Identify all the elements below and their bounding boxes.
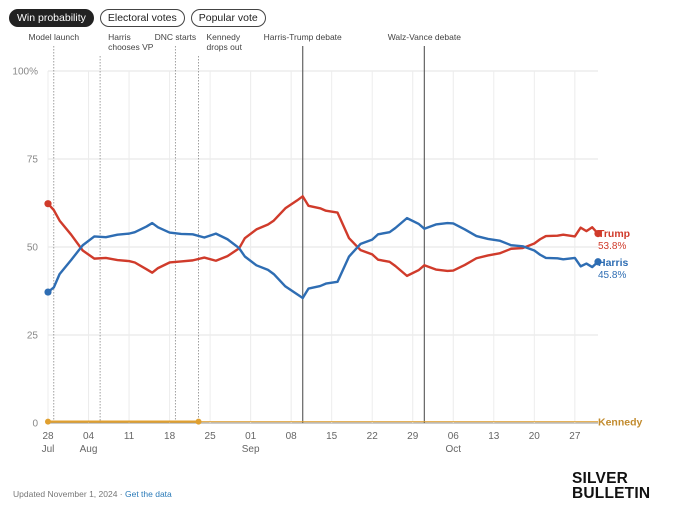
annotation-label: Walz-Vance debate <box>388 32 462 42</box>
tab-popular-vote[interactable]: Popular vote <box>190 9 266 27</box>
x-tick-label: 29 <box>407 431 419 442</box>
updated-text: Updated November 1, 2024 · <box>13 489 125 499</box>
x-tick-label: 18 <box>164 431 176 442</box>
annotation-label: Kennedy <box>207 32 241 42</box>
annotation-label: Model launch <box>29 32 80 42</box>
footer: Updated November 1, 2024 · Get the data <box>13 489 172 499</box>
x-tick-label: 15 <box>326 431 338 442</box>
logo-line-1: SILVER <box>572 470 629 487</box>
tab-electoral-votes[interactable]: Electoral votes <box>99 9 185 27</box>
annotation-label: chooses VP <box>108 42 154 52</box>
x-tick-label: 08 <box>286 431 298 442</box>
trump-label: Trump <box>598 228 630 240</box>
tab-win-probability[interactable]: Win probability <box>9 9 94 27</box>
x-tick-label: 25 <box>205 431 217 442</box>
x-tick-label: 28 <box>42 431 54 442</box>
chart-tabs: Win probability Electoral votes Popular … <box>9 9 266 27</box>
x-tick-label: 13 <box>488 431 500 442</box>
y-tick-label: 25 <box>27 331 39 342</box>
win-probability-chart: 0 25 50 75 100% 28 Jul 04 Aug 11 18 25 01 Sep 08 15 22 29… <box>12 32 643 455</box>
annotation-label: drops out <box>207 42 243 52</box>
x-tick-label: 06 <box>448 431 460 442</box>
get-data-link[interactable]: Get the data <box>124 489 172 499</box>
x-tick-sublabel: Aug <box>80 444 98 455</box>
x-tick-sublabel: Oct <box>445 444 461 455</box>
x-tick-label: 20 <box>529 431 541 442</box>
y-tick-label: 50 <box>27 243 39 254</box>
trump-line <box>46 195 600 278</box>
silver-bulletin-logo: SILVER BULLETIN <box>572 470 651 502</box>
kennedy-label: Kennedy <box>598 417 643 429</box>
harris-line <box>46 216 600 300</box>
logo-line-2: BULLETIN <box>572 485 651 502</box>
x-tick-label: 11 <box>124 431 135 442</box>
harris-label: Harris <box>598 257 629 269</box>
y-tick-label: 0 <box>32 419 38 430</box>
y-tick-label: 100% <box>12 67 38 78</box>
trump-start-marker <box>44 200 52 208</box>
harris-start-marker <box>44 288 52 296</box>
x-tick-sublabel: Sep <box>242 444 260 455</box>
harris-value-label: 45.8% <box>598 270 626 281</box>
kennedy-end-marker <box>195 418 202 425</box>
trump-value-label: 53.8% <box>598 241 626 252</box>
x-tick-label: 04 <box>83 431 95 442</box>
x-tick-label: 01 <box>245 431 257 442</box>
annotation-label: Harris <box>108 32 131 42</box>
kennedy-start-marker <box>45 418 51 425</box>
annotation-label: DNC starts <box>155 32 197 42</box>
y-tick-label: 75 <box>27 155 39 166</box>
annotation-label: Harris-Trump debate <box>264 32 342 42</box>
x-tick-sublabel: Jul <box>42 444 55 455</box>
harris-end-marker <box>594 258 602 266</box>
x-tick-label: 27 <box>569 431 581 442</box>
x-tick-label: 22 <box>367 431 379 442</box>
trump-end-marker <box>594 230 602 238</box>
